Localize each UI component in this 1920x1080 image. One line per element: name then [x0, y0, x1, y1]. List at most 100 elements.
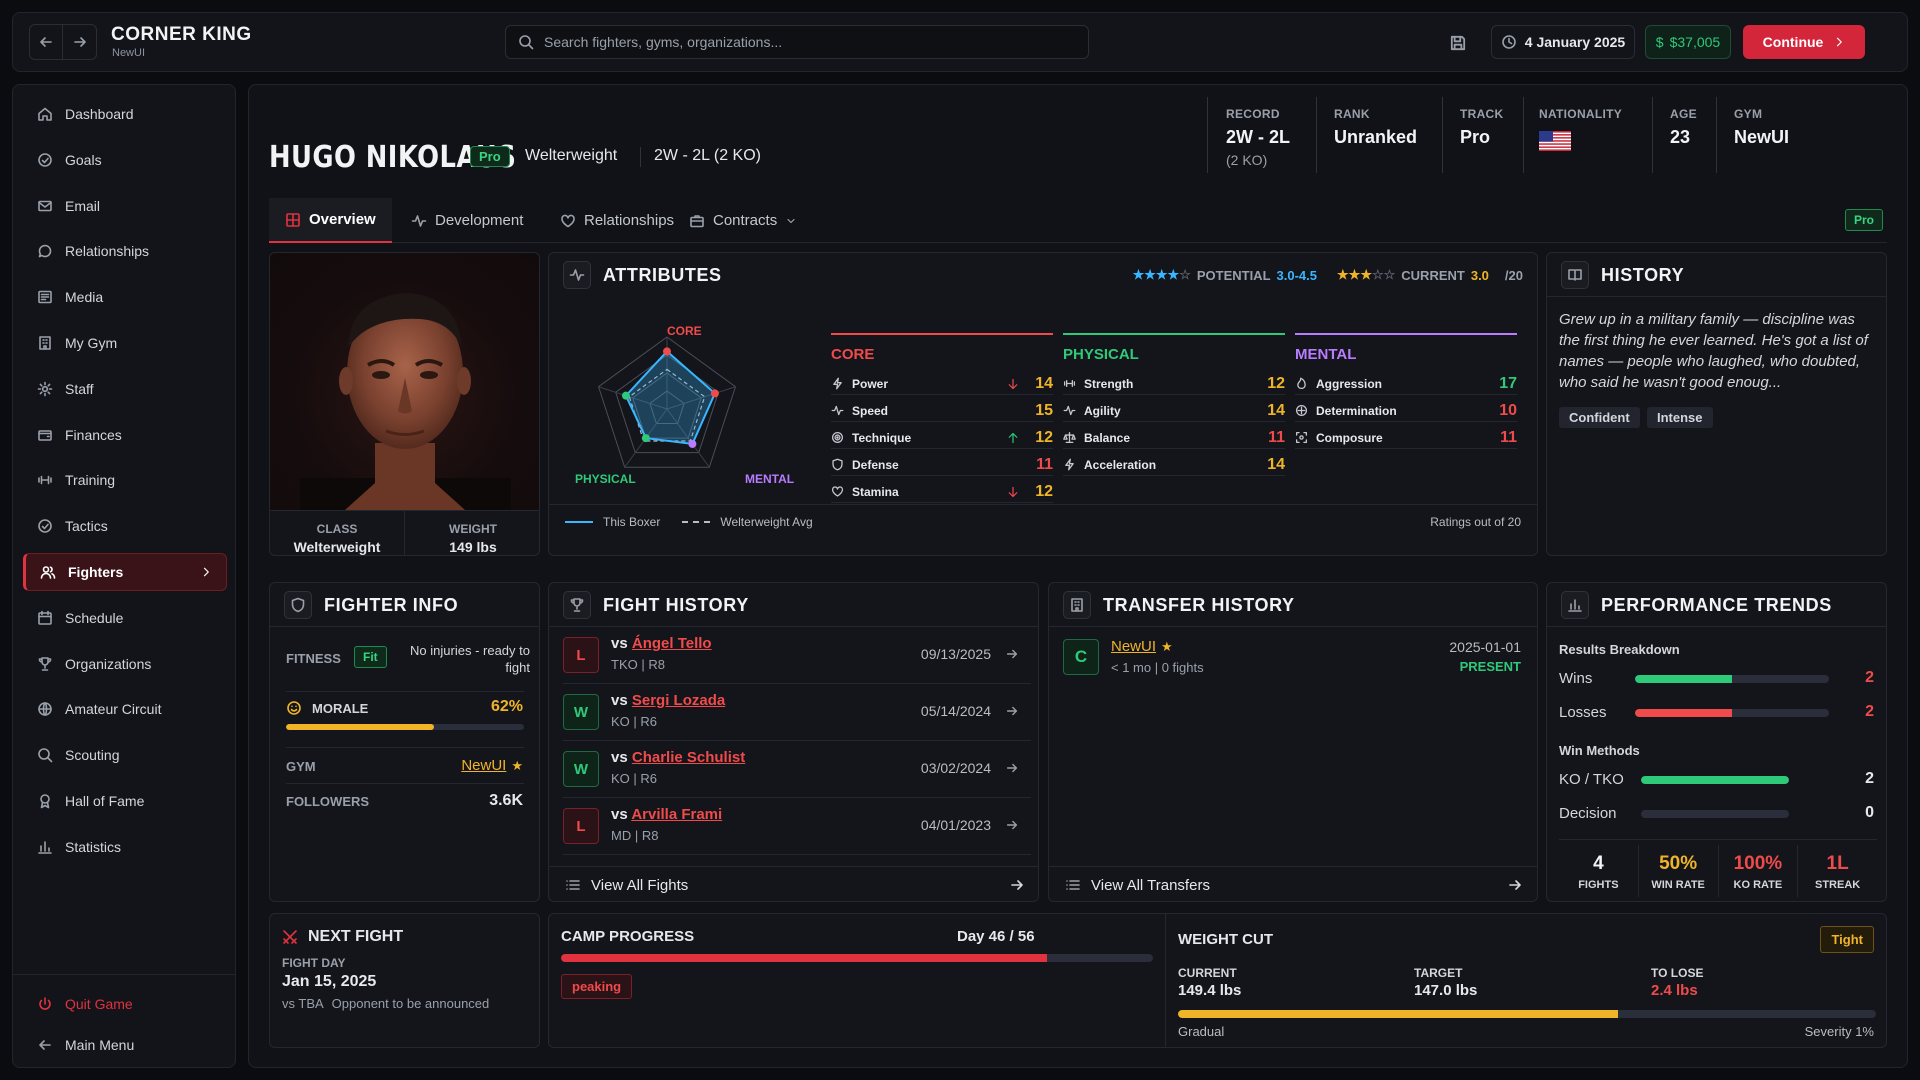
legend-this-label: This Boxer: [603, 515, 661, 529]
fight-opponent-link[interactable]: Arvilla Frami: [631, 806, 723, 823]
stat-gym-value: NewUI: [1734, 127, 1790, 147]
fight-opponent-link[interactable]: Charlie Schulist: [631, 749, 746, 766]
search-icon: [519, 35, 534, 50]
fight-opponent-link[interactable]: Sergi Lozada: [631, 692, 726, 709]
stat-gym: GYM NewUI: [1734, 107, 1789, 148]
tab-bar: Overview Development Relationships Contr…: [269, 198, 1887, 243]
fight-opponent-link[interactable]: Ángel Tello: [631, 635, 712, 652]
tab-relationships-label: Relationships: [584, 212, 675, 229]
trend-down-icon: [1008, 486, 1018, 497]
morale-row: MORALE: [286, 700, 368, 716]
attr-group-title: CORE: [831, 346, 875, 363]
fight-method: TKO | R8: [611, 657, 665, 672]
attr-row-stamina: Stamina 12: [831, 481, 1053, 503]
sidebar-item-tactics[interactable]: Tactics: [23, 507, 227, 545]
stat-track-label: TRACK: [1460, 107, 1504, 121]
camp-phase-badge: peaking: [561, 974, 633, 999]
sidebar-item-relationships[interactable]: Relationships: [23, 232, 227, 270]
attr-group-title: MENTAL: [1295, 346, 1357, 363]
transfer-gym-link[interactable]: NewUI: [1111, 638, 1157, 655]
portrait-divider: [270, 510, 539, 511]
sidebar-item-amateur-circuit[interactable]: Amateur Circuit: [23, 690, 227, 728]
radar-grid-ring: [649, 390, 685, 425]
sidebar-item-dashboard[interactable]: Dashboard: [23, 95, 227, 133]
sidebar-item-my-gym[interactable]: My Gym: [23, 324, 227, 362]
heart-icon: [561, 214, 575, 227]
sidebar-item-organizations[interactable]: Organizations: [23, 645, 227, 683]
fight-opponent-row: vs Sergi Lozada: [611, 692, 725, 709]
sidebar-item-statistics[interactable]: Statistics: [23, 828, 227, 866]
attr-label: Defense: [852, 457, 899, 472]
transfer-history-divider: [1049, 626, 1537, 627]
transfer-status: PRESENT: [1459, 659, 1521, 674]
sidebar-item-email[interactable]: Email: [23, 187, 227, 225]
sidebar-item-label: Relationships: [65, 243, 150, 260]
sidebar-item-training[interactable]: Training: [23, 461, 227, 499]
quit-game-button[interactable]: Quit Game: [23, 985, 227, 1023]
attr-row-defense: Defense 11: [831, 454, 1053, 476]
decision-bar: [1641, 810, 1789, 818]
fight-method: MD | R8: [611, 828, 659, 843]
fight-date: 09/13/2025: [920, 646, 991, 662]
search-input[interactable]: [544, 34, 1064, 50]
sidebar-item-goals[interactable]: Goals: [23, 141, 227, 179]
continue-label: Continue: [1762, 34, 1824, 50]
stamina-icon: [831, 486, 844, 497]
losses-bar: [1635, 709, 1829, 717]
current-date: 4 January 2025: [1524, 34, 1626, 50]
transfer-gym-row: NewUI ★: [1111, 638, 1173, 655]
decision-label: Decision: [1559, 805, 1617, 822]
aggression-icon: [1297, 377, 1306, 390]
fight-date: 05/14/2024: [920, 703, 991, 719]
save-icon: [1450, 35, 1466, 51]
followers-value: 3.6K: [489, 792, 523, 809]
main-menu-button[interactable]: Main Menu: [23, 1026, 227, 1064]
sidebar-item-scouting[interactable]: Scouting: [23, 736, 227, 774]
radar-point: [641, 434, 650, 443]
forward-button[interactable]: [63, 25, 96, 59]
attr-value: 17: [1499, 374, 1517, 392]
tab-relationships[interactable]: Relationships: [544, 198, 690, 243]
portrait-weight: WEIGHT 149 lbs: [405, 522, 539, 555]
gym-link[interactable]: NewUI: [461, 757, 507, 774]
wallet-icon: [38, 429, 52, 441]
fight-opponent-row: vs Charlie Schulist: [611, 749, 745, 766]
stat-rank-value: Unranked: [1334, 127, 1418, 147]
building-icon: [39, 336, 51, 350]
attr-label: Determination: [1316, 403, 1397, 418]
date-display[interactable]: 4 January 2025: [1491, 25, 1635, 59]
sidebar-item-label: Email: [65, 197, 101, 214]
tab-overview-label: Overview: [309, 211, 376, 228]
fighter-info-header: FIGHTER INFO: [284, 591, 458, 619]
sidebar-item-label: Amateur Circuit: [65, 701, 162, 718]
radar-spoke: [666, 408, 710, 468]
tab-contracts[interactable]: Contracts: [673, 198, 813, 243]
trend-up-icon: [1008, 432, 1018, 443]
view-all-transfers-button[interactable]: View All Transfers: [1065, 873, 1523, 897]
arrow-left-icon: [39, 1040, 51, 1050]
sidebar-item-media[interactable]: Media: [23, 278, 227, 316]
save-button[interactable]: [1446, 31, 1470, 55]
dollar-icon: $: [1655, 34, 1664, 50]
sidebar-item-staff[interactable]: Staff: [23, 370, 227, 408]
attr-value: 12: [1035, 428, 1053, 446]
tab-overview[interactable]: Overview: [269, 198, 392, 243]
continue-button[interactable]: Continue: [1743, 25, 1865, 59]
sidebar-item-fighters[interactable]: Fighters: [23, 553, 227, 591]
tab-development[interactable]: Development: [395, 198, 539, 243]
view-all-fights-button[interactable]: View All Fights: [565, 873, 1025, 897]
stat-record-value: 2W - 2L: [1226, 127, 1291, 147]
sidebar-item-schedule[interactable]: Schedule: [23, 599, 227, 637]
performance-card: PERFORMANCE TRENDS Results Breakdown Win…: [1546, 582, 1887, 902]
portrait-class-label: CLASS: [316, 522, 358, 536]
rating-summary: ★★★★☆ POTENTIAL 3.0-4.5 ★★★☆☆ CURRENT 3.…: [1133, 267, 1523, 283]
next-opponent-row: vs TBA Opponent to be announced: [282, 996, 489, 1011]
back-button[interactable]: [30, 25, 64, 59]
sidebar-item-hall-of-fame[interactable]: Hall of Fame: [23, 782, 227, 820]
sidebar-item-finances[interactable]: Finances: [23, 416, 227, 454]
view-all-transfers-label: View All Transfers: [1091, 876, 1210, 894]
